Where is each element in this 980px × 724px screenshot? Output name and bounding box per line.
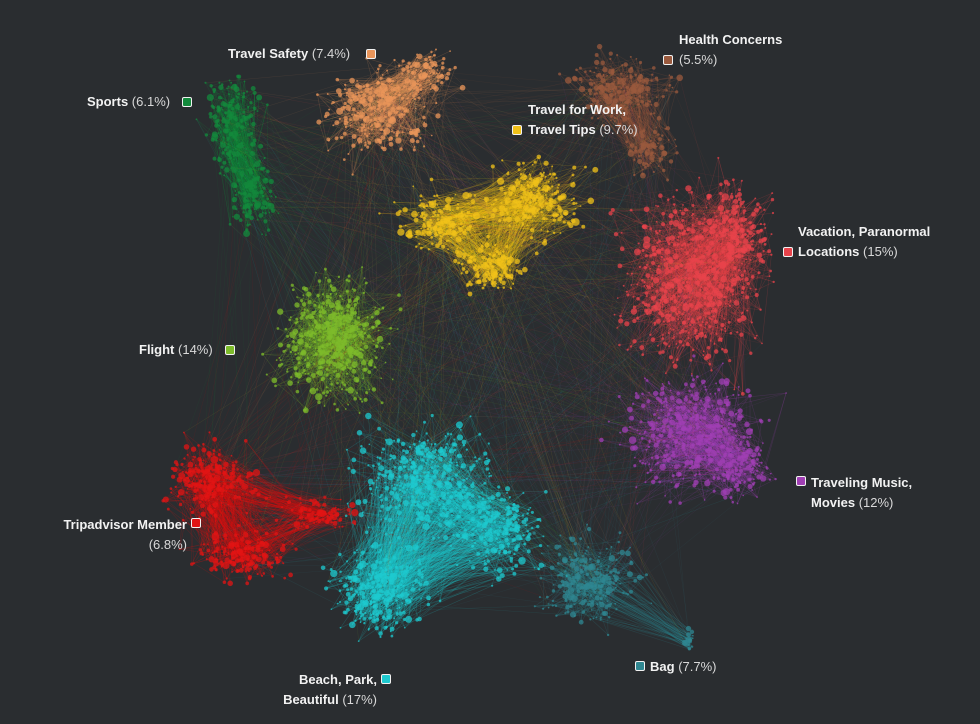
swatch-sports xyxy=(182,97,192,107)
label-tripadvisor-pct: (6.8%) xyxy=(148,537,187,552)
label-beach: Beach, Park, Beautiful (17%) xyxy=(272,670,377,710)
label-bag-pct: (7.7%) xyxy=(678,659,717,674)
label-travel-work-pct: (9.7%) xyxy=(599,122,638,137)
swatch-travel-work xyxy=(512,125,522,135)
label-sports-name: Sports xyxy=(87,94,129,109)
label-vacation-pct: (15%) xyxy=(863,244,898,259)
swatch-tripadvisor xyxy=(191,518,201,528)
label-vacation-line2: Locations xyxy=(798,244,860,259)
label-sports: Sports (6.1%) xyxy=(87,92,170,112)
label-sports-pct: (6.1%) xyxy=(131,94,171,109)
label-traveling-music-line2: Movies xyxy=(811,495,856,510)
label-vacation: Vacation, Paranormal Locations (15%) xyxy=(798,222,930,262)
label-health-concerns-pct: (5.5%) xyxy=(679,52,718,67)
label-travel-work-line2: Travel Tips xyxy=(528,122,596,137)
swatch-flight xyxy=(225,345,235,355)
label-tripadvisor: Tripadvisor Member (6.8%) xyxy=(55,515,187,555)
swatch-vacation xyxy=(783,247,793,257)
label-traveling-music-pct: (12%) xyxy=(858,495,894,510)
graph-edges xyxy=(162,46,787,650)
label-travel-work: Travel for Work, Travel Tips (9.7%) xyxy=(528,100,638,140)
swatch-beach xyxy=(381,674,391,684)
swatch-health-concerns xyxy=(663,55,673,65)
label-flight-name: Flight xyxy=(139,342,175,357)
label-travel-work-line1: Travel for Work, xyxy=(528,102,627,117)
label-beach-line1: Beach, Park, xyxy=(298,672,377,687)
label-travel-safety-name: Travel Safety xyxy=(228,46,309,61)
label-traveling-music: Traveling Music, Movies (12%) xyxy=(811,473,912,513)
label-travel-safety-pct: (7.4%) xyxy=(311,46,351,61)
label-health-concerns: Health Concerns (5.5%) xyxy=(679,30,782,70)
swatch-traveling-music xyxy=(796,476,806,486)
label-bag-name: Bag xyxy=(650,659,675,674)
label-flight-pct: (14%) xyxy=(178,342,213,357)
label-bag: Bag (7.7%) xyxy=(650,657,716,677)
label-travel-safety: Travel Safety (7.4%) xyxy=(228,44,350,64)
swatch-bag xyxy=(635,661,645,671)
label-beach-line2: Beautiful xyxy=(283,692,339,707)
graph-nodes xyxy=(161,43,787,651)
label-flight: Flight (14%) xyxy=(139,340,213,360)
label-tripadvisor-name: Tripadvisor Member xyxy=(63,517,187,532)
label-health-concerns-name: Health Concerns xyxy=(679,32,783,47)
label-vacation-line1: Vacation, Paranormal xyxy=(798,224,931,239)
label-beach-pct: (17%) xyxy=(342,692,377,707)
label-traveling-music-line1: Traveling Music, xyxy=(811,475,913,490)
swatch-travel-safety xyxy=(366,49,376,59)
